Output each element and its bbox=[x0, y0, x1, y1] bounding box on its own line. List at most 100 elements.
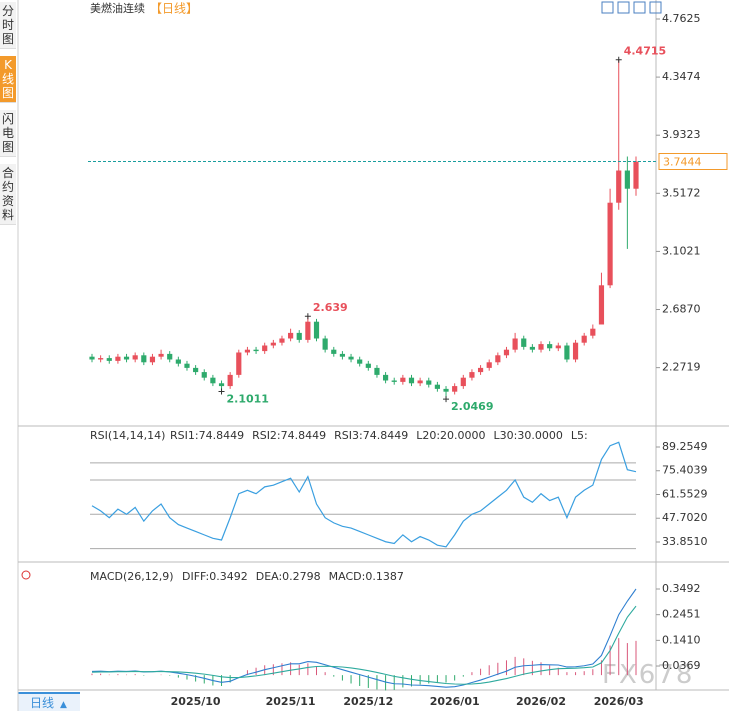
candle-body bbox=[503, 349, 510, 356]
candle-body bbox=[106, 358, 112, 361]
candle-body bbox=[495, 355, 501, 363]
candle-body bbox=[296, 332, 302, 340]
candle-body bbox=[538, 344, 544, 350]
y-tick-label: 3.5172 bbox=[662, 186, 701, 199]
candle-body bbox=[331, 349, 337, 354]
candle-body bbox=[270, 342, 276, 346]
candle-body bbox=[365, 363, 371, 368]
candle-body bbox=[417, 380, 423, 384]
x-tick-label: 2025/12 bbox=[343, 695, 393, 708]
candle-body bbox=[288, 332, 294, 339]
candle-body bbox=[149, 356, 156, 363]
y-tick-label: 0.0369 bbox=[662, 659, 701, 672]
macd-line bbox=[91, 588, 637, 688]
panel-title: MACD(26,12,9) bbox=[90, 570, 174, 583]
chart-subtitle: 【日线】 bbox=[150, 2, 198, 16]
y-tick-label: 0.3492 bbox=[662, 582, 701, 595]
candle-body bbox=[115, 356, 121, 361]
candle-body bbox=[443, 388, 449, 392]
candle-body bbox=[564, 345, 570, 360]
x-tick-label: 2026/03 bbox=[594, 695, 644, 708]
y-tick-label: 47.7020 bbox=[662, 511, 708, 524]
y-tick-label: 4.7625 bbox=[662, 12, 701, 25]
y-tick-label: 0.1410 bbox=[662, 633, 701, 646]
candle-body bbox=[607, 202, 613, 286]
candle-body bbox=[460, 377, 466, 387]
candle-body bbox=[400, 377, 406, 382]
toolbar-icon[interactable] bbox=[633, 1, 646, 14]
y-tick-label: 75.4039 bbox=[662, 464, 708, 477]
extreme-label: 4.4715 bbox=[624, 45, 666, 58]
candle-body bbox=[123, 356, 130, 360]
candle-body bbox=[616, 170, 622, 203]
candle-body bbox=[98, 358, 104, 360]
candle-body bbox=[529, 346, 535, 350]
legend-entry: RSI2:74.8449 bbox=[252, 429, 326, 442]
candle-body bbox=[201, 372, 207, 378]
candle-body bbox=[175, 359, 181, 364]
candle-body bbox=[555, 345, 561, 349]
y-tick-label: 4.3474 bbox=[662, 70, 701, 83]
candle-body bbox=[244, 349, 251, 353]
candle-body bbox=[426, 380, 432, 385]
candle-body bbox=[236, 352, 242, 375]
period-tab[interactable]: 日线 bbox=[18, 692, 80, 711]
candle-body bbox=[210, 377, 216, 384]
rsi-line bbox=[91, 441, 637, 548]
side-tab[interactable]: K线图 bbox=[0, 56, 16, 103]
candle-body bbox=[279, 338, 285, 343]
extreme-marker bbox=[443, 396, 450, 403]
x-tick-label: 2025/11 bbox=[266, 695, 316, 708]
candle-body bbox=[581, 335, 587, 343]
extreme-label: 2.1011 bbox=[227, 393, 269, 406]
candle-body bbox=[253, 349, 259, 352]
x-tick-label: 2025/10 bbox=[171, 695, 221, 708]
last-price-label: 3.7444 bbox=[663, 156, 702, 169]
side-tab[interactable]: 闪电图 bbox=[0, 110, 16, 157]
candle-body bbox=[374, 367, 380, 375]
candle-body bbox=[89, 356, 95, 360]
candle-body bbox=[572, 342, 579, 360]
legend-entry: MACD:0.1387 bbox=[329, 570, 404, 583]
legend-entry: DIFF:0.3492 bbox=[182, 570, 248, 583]
candle-body bbox=[339, 353, 346, 357]
side-tab[interactable]: 分时图 bbox=[0, 2, 16, 49]
toolbar-icon[interactable] bbox=[601, 1, 614, 14]
side-tab[interactable]: 合约资料 bbox=[0, 164, 16, 225]
candle-body bbox=[218, 383, 225, 387]
candle-body bbox=[512, 338, 518, 350]
legend-entry: L20:20.0000 bbox=[416, 429, 485, 442]
candle-body bbox=[408, 377, 415, 384]
candle-body bbox=[469, 372, 475, 378]
watermark: FX678 bbox=[602, 660, 695, 690]
y-tick-label: 61.5529 bbox=[662, 487, 708, 500]
settings-icon[interactable] bbox=[21, 570, 31, 580]
candle-body bbox=[357, 359, 363, 364]
toolbar-icon[interactable] bbox=[649, 1, 662, 14]
candle-body bbox=[452, 386, 458, 392]
toolbar-icon[interactable] bbox=[617, 1, 630, 14]
candle-body bbox=[313, 321, 320, 339]
last-price-box bbox=[658, 153, 728, 171]
candle-body bbox=[391, 380, 397, 382]
candle-body bbox=[624, 170, 630, 189]
legend-entry: L30:30.0000 bbox=[494, 429, 563, 442]
y-tick-label: 0.2451 bbox=[662, 608, 701, 621]
candle-body bbox=[305, 321, 311, 340]
extreme-label: 2.639 bbox=[313, 301, 348, 314]
candle-body bbox=[158, 353, 164, 357]
x-tick-label: 2026/01 bbox=[430, 695, 480, 708]
legend-entry: RSI3:74.8449 bbox=[334, 429, 408, 442]
candle-body bbox=[434, 384, 440, 389]
legend-entry: L5: bbox=[571, 429, 588, 442]
extreme-marker bbox=[218, 388, 225, 395]
candle-body bbox=[348, 356, 354, 360]
candle-body bbox=[477, 367, 484, 373]
candle-body bbox=[598, 285, 605, 325]
candle-body bbox=[382, 374, 389, 381]
y-tick-label: 2.2719 bbox=[662, 361, 701, 374]
extreme-label: 2.0469 bbox=[451, 400, 493, 413]
candle-body bbox=[167, 353, 173, 360]
